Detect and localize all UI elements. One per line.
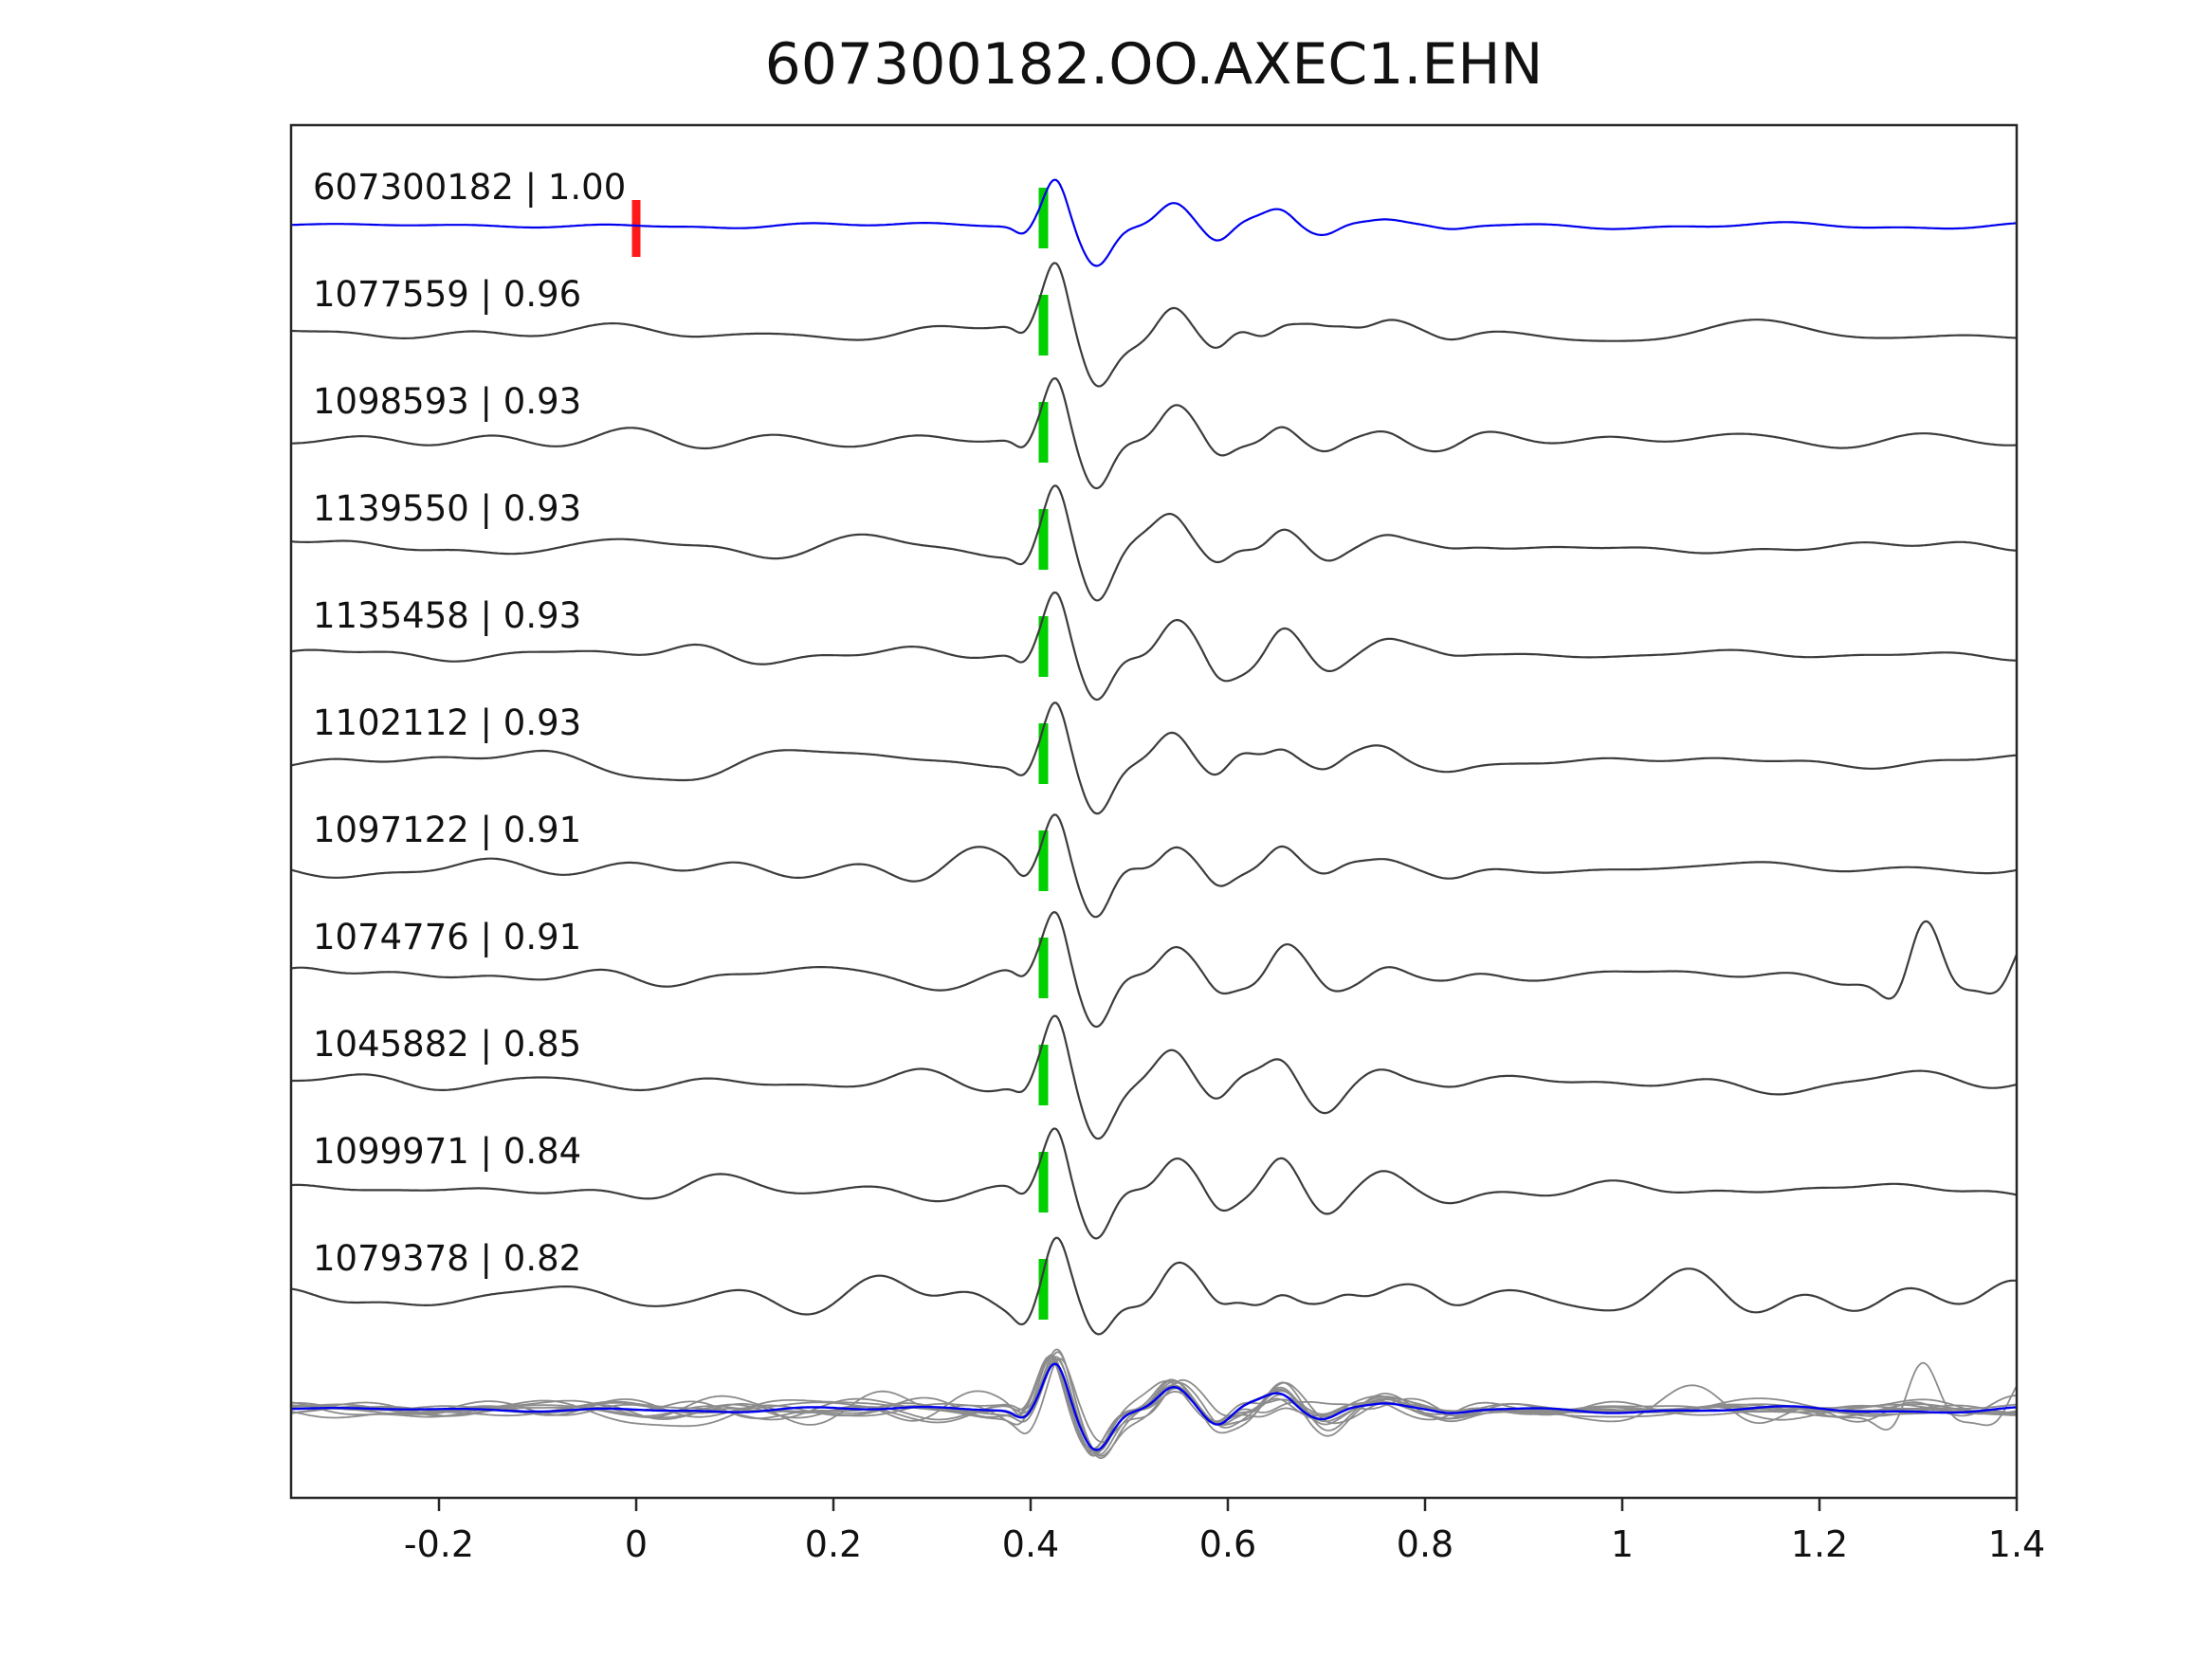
trace-label: 1097122 | 0.91: [313, 810, 581, 850]
x-tick-label: 0.8: [1397, 1523, 1453, 1565]
trace-label: 1079378 | 0.82: [313, 1238, 581, 1279]
trace-line-1077559: [292, 262, 2016, 388]
trace-label: 607300182 | 1.00: [313, 167, 626, 208]
plot-border: [289, 123, 2019, 1500]
x-tick-label: 1: [1611, 1523, 1634, 1565]
waveform-layer: [292, 178, 2016, 1460]
stack-trace-line-1097122: [292, 1362, 2016, 1453]
trace-line-1099971: [292, 1127, 2016, 1240]
trace-label: 1077559 | 0.96: [313, 274, 581, 315]
stack-template-line: [292, 1362, 2016, 1451]
trace-line-1098593: [292, 377, 2016, 490]
x-tick-label: 1.2: [1791, 1523, 1848, 1565]
plot-title: 607300182.OO.AXEC1.EHN: [765, 31, 1544, 98]
trace-label: 1102112 | 0.93: [313, 702, 581, 743]
trace-line-1045882: [292, 1014, 2016, 1140]
x-tick-label: 0.6: [1199, 1523, 1256, 1565]
x-tick-label: 0.4: [1002, 1523, 1059, 1565]
trace-label: 1139550 | 0.93: [313, 488, 581, 529]
trace-label: 1098593 | 0.93: [313, 381, 581, 422]
x-tick-label: -0.2: [404, 1523, 474, 1565]
trace-label: 1099971 | 0.84: [313, 1131, 581, 1172]
trace-line-1102112: [292, 702, 2016, 815]
x-tick-label: 1.4: [1988, 1523, 2045, 1565]
stack-trace-line-1045882: [292, 1351, 2016, 1460]
trace-line-1079378: [292, 1236, 2016, 1336]
trace-line-1074776: [292, 911, 2016, 1029]
x-tick-label: 0: [625, 1523, 648, 1565]
x-tick-label: 0.2: [805, 1523, 862, 1565]
trace-line-1135458: [292, 591, 2016, 702]
stack-trace-line-1079378: [292, 1358, 2016, 1444]
trace-label: 1074776 | 0.91: [313, 917, 581, 957]
trace-line-1097122: [292, 813, 2016, 919]
trace-line-1139550: [292, 484, 2016, 602]
trace-label: 1135458 | 0.93: [313, 595, 581, 636]
trace-label: 1045882 | 0.85: [313, 1024, 581, 1065]
plot-content: 607300182 | 1.00 1077559 | 0.96 1098593 | …: [289, 123, 2045, 1565]
trace-line-607300182: [292, 178, 2016, 267]
